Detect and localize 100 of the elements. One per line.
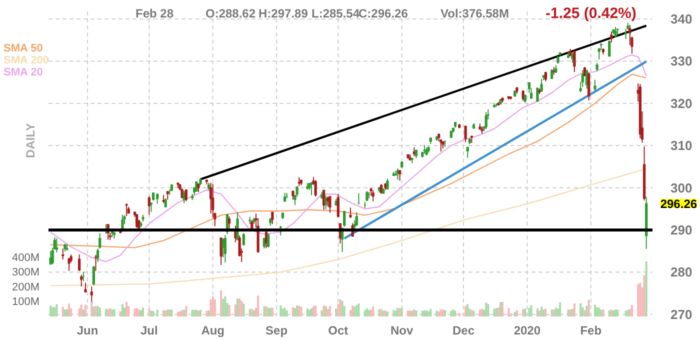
- bar: [200, 310, 202, 316]
- bar: [559, 302, 562, 316]
- candlestick: [614, 26, 617, 38]
- bar: [236, 298, 239, 316]
- candlestick: [156, 193, 159, 204]
- bar: [588, 300, 590, 316]
- bar: [536, 308, 538, 316]
- bar: [300, 306, 302, 316]
- bar: [586, 306, 588, 316]
- bar: [156, 310, 158, 316]
- bar: [366, 308, 368, 316]
- x-tick-label: Oct: [328, 324, 348, 338]
- bar: [214, 299, 216, 316]
- x-tick-label: Nov: [390, 324, 414, 338]
- candlestick: [94, 254, 98, 272]
- bar: [90, 302, 93, 316]
- bar: [421, 310, 424, 316]
- bar: [294, 308, 296, 316]
- bar: [308, 310, 310, 316]
- candlestick: [398, 170, 402, 182]
- bar: [210, 300, 212, 316]
- y2-tick-label: 100M: [12, 296, 40, 308]
- bar: [170, 310, 173, 316]
- bar: [573, 303, 576, 316]
- annotation: -1.25 (0.42%): [546, 5, 636, 22]
- bar: [121, 304, 124, 316]
- candlestick: [279, 225, 282, 236]
- bar: [584, 310, 586, 316]
- bar: [240, 300, 243, 316]
- bar: [56, 304, 58, 316]
- bar: [142, 307, 144, 316]
- bar: [312, 306, 315, 316]
- bar: [637, 284, 640, 316]
- candlestick: [328, 195, 332, 214]
- bar: [66, 309, 68, 316]
- bar: [178, 311, 182, 316]
- bar: [320, 310, 323, 316]
- candlestick: [349, 207, 352, 219]
- bar: [582, 307, 584, 316]
- candlestick: [148, 196, 150, 216]
- bar: [176, 312, 179, 316]
- y-tick-label: 270: [670, 306, 692, 322]
- bar: [242, 304, 245, 316]
- text: SMA 20: [4, 66, 43, 78]
- bar: [480, 308, 484, 316]
- bar: [191, 310, 194, 316]
- candlestick: [84, 282, 87, 293]
- bar: [616, 310, 619, 316]
- bar: [598, 308, 600, 316]
- y2-tick-label: 200M: [12, 281, 40, 294]
- text: DAILY: [24, 123, 38, 158]
- bar: [386, 312, 389, 316]
- y-tick-label: 310: [670, 138, 692, 154]
- annotation: C:296.26: [358, 6, 408, 20]
- bar: [62, 306, 64, 316]
- bar: [134, 308, 136, 316]
- bar: [485, 302, 488, 316]
- bar: [370, 310, 372, 316]
- candlestick: [180, 188, 184, 199]
- bar: [328, 306, 331, 316]
- candlestick: [242, 232, 245, 246]
- x-tick-label: Dec: [452, 324, 475, 338]
- bar: [493, 308, 496, 316]
- y-tick-label: 340: [670, 11, 692, 26]
- annotation: O:288.62: [206, 6, 256, 20]
- candlestick: [224, 234, 226, 263]
- y-tick-label: 290: [670, 222, 692, 238]
- bar: [450, 310, 452, 316]
- candlestick: [267, 233, 270, 248]
- bar: [193, 310, 196, 316]
- annotation: H:297.89: [258, 6, 308, 20]
- bar: [428, 311, 430, 316]
- bar: [152, 311, 154, 316]
- bar: [104, 308, 108, 316]
- bar: [580, 304, 582, 316]
- bar: [126, 302, 128, 316]
- bar: [630, 304, 633, 316]
- annotation: 296.26: [660, 197, 698, 212]
- candlestick: [96, 248, 100, 263]
- candlestick: [573, 50, 576, 73]
- candlestick: [296, 186, 298, 198]
- candlestick: [92, 266, 96, 286]
- candlestick: [587, 72, 590, 101]
- bar: [444, 310, 446, 316]
- y2-tick-label: 300M: [12, 266, 40, 279]
- bar: [540, 306, 543, 316]
- x-tick-label: Aug: [201, 324, 225, 338]
- bar: [222, 298, 224, 316]
- x-tick-label: Feb: [580, 324, 602, 338]
- bar: [487, 304, 490, 316]
- candlestick: [310, 181, 313, 196]
- bar: [292, 307, 294, 316]
- candlestick: [80, 274, 83, 288]
- bar: [257, 296, 260, 316]
- bar: [624, 310, 627, 316]
- bar: [596, 307, 598, 316]
- bar: [128, 306, 130, 316]
- candlestick: [150, 202, 153, 212]
- bar: [442, 310, 444, 316]
- bar: [538, 310, 541, 316]
